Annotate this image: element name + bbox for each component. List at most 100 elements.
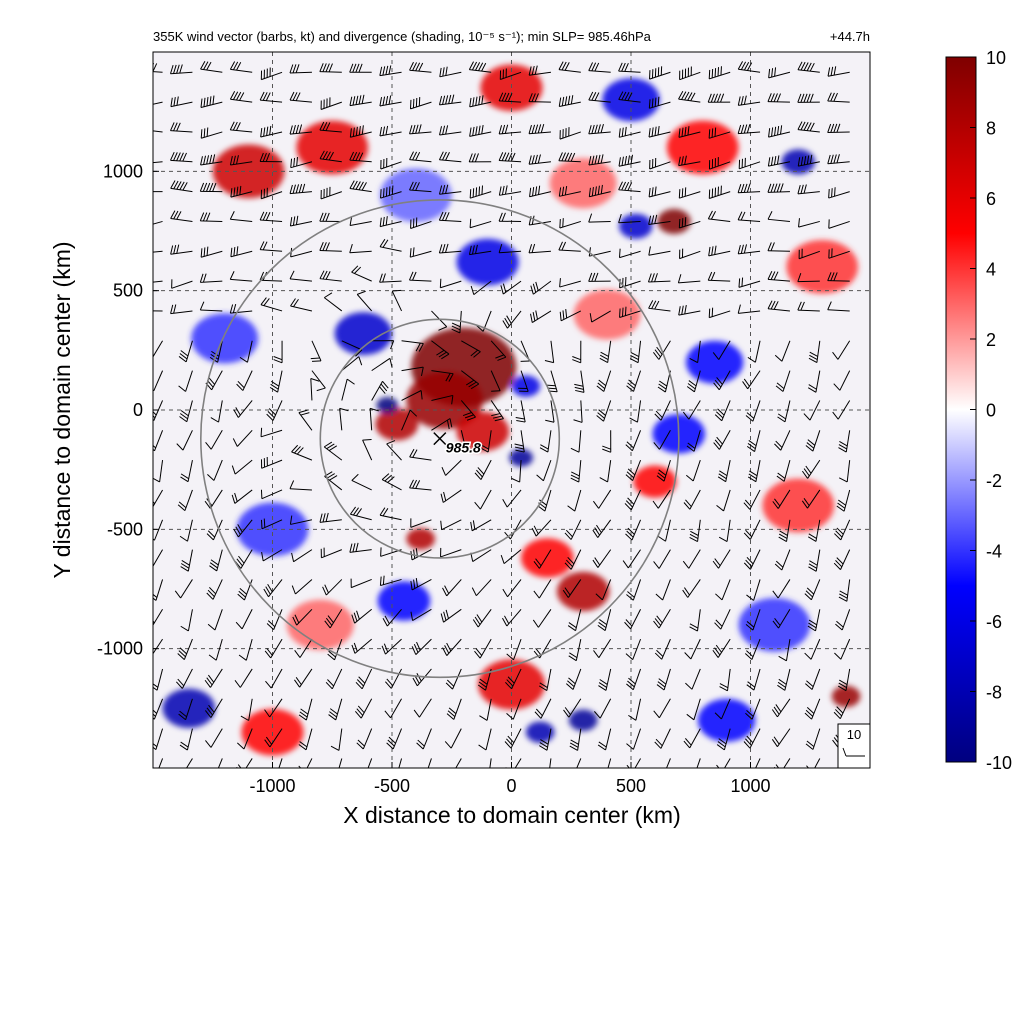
barb-staff bbox=[839, 698, 851, 719]
barb-staff bbox=[321, 549, 342, 559]
barb-flag bbox=[625, 444, 633, 452]
barb-flag bbox=[778, 678, 787, 685]
barb-flag bbox=[170, 180, 176, 189]
barb-flag bbox=[648, 300, 654, 309]
barb-staff bbox=[200, 280, 223, 283]
barb-flag bbox=[233, 187, 236, 197]
wind-barb bbox=[472, 608, 492, 628]
wind-barb bbox=[618, 214, 641, 224]
barb-staff bbox=[697, 609, 701, 632]
wind-barb bbox=[205, 728, 223, 748]
wind-barb bbox=[798, 218, 820, 228]
wind-barb bbox=[468, 61, 492, 73]
barb-staff bbox=[828, 191, 850, 199]
wind-barb bbox=[170, 64, 193, 75]
barb-flag bbox=[388, 736, 396, 744]
barb-staff bbox=[443, 608, 462, 623]
barb-staff bbox=[349, 549, 372, 553]
barb-staff bbox=[349, 220, 372, 227]
barb-flag bbox=[328, 63, 333, 73]
wind-barb bbox=[153, 280, 163, 283]
barb-flag bbox=[379, 273, 383, 283]
barb-staff bbox=[531, 310, 552, 323]
barb-flag bbox=[176, 211, 182, 220]
barb-flag bbox=[626, 385, 634, 392]
x-axis-label: X distance to domain center (km) bbox=[343, 802, 680, 828]
barb-staff bbox=[599, 698, 612, 719]
barb-flag bbox=[379, 507, 386, 516]
barb-flag bbox=[385, 95, 389, 105]
barb-flag bbox=[655, 593, 663, 601]
barb-staff bbox=[351, 271, 372, 282]
barb-flag bbox=[563, 709, 570, 718]
wind-barb bbox=[559, 218, 581, 229]
wind-barb bbox=[440, 489, 462, 503]
divergence-cell bbox=[236, 502, 309, 557]
wind-barb bbox=[838, 430, 851, 453]
wind-barb bbox=[827, 92, 850, 103]
barb-flag bbox=[833, 562, 841, 570]
barb-flag bbox=[297, 769, 303, 776]
barb-flag bbox=[238, 590, 246, 598]
barb-flag bbox=[775, 385, 784, 392]
barb-flag bbox=[647, 273, 652, 283]
barb-flag bbox=[208, 377, 215, 385]
barb-flag bbox=[410, 580, 413, 591]
barb-staff bbox=[720, 609, 731, 630]
barb-staff bbox=[649, 101, 671, 109]
wind-barb bbox=[355, 668, 373, 690]
barb-flag bbox=[562, 218, 564, 228]
wind-barb bbox=[652, 489, 671, 509]
barb-flag bbox=[239, 356, 248, 363]
barb-flag bbox=[504, 92, 510, 102]
barb-flag bbox=[830, 92, 835, 102]
barb-flag bbox=[392, 289, 402, 292]
barb-flag bbox=[559, 311, 562, 321]
wind-barb bbox=[379, 273, 402, 283]
barb-flag bbox=[651, 187, 654, 197]
wind-barb bbox=[229, 61, 253, 73]
wind-barb bbox=[310, 378, 320, 401]
wind-barb bbox=[806, 758, 821, 768]
barb-flag bbox=[322, 513, 326, 523]
barb-flag bbox=[678, 156, 681, 166]
barb-flag bbox=[358, 181, 364, 191]
wind-barb bbox=[371, 340, 395, 350]
wind-barb bbox=[233, 519, 253, 538]
barb-flag bbox=[531, 93, 536, 102]
barb-flag bbox=[588, 213, 593, 223]
barb-staff bbox=[723, 489, 731, 512]
barb-flag bbox=[200, 248, 203, 258]
barb-flag bbox=[684, 126, 687, 136]
barb-staff bbox=[689, 728, 701, 749]
colorbar-tick-label: -6 bbox=[986, 612, 1002, 632]
wind-barb bbox=[349, 180, 372, 193]
barb-flag bbox=[779, 530, 788, 536]
barb-flag bbox=[564, 96, 568, 106]
wind-barb bbox=[592, 549, 612, 568]
barb-staff bbox=[843, 489, 851, 512]
barb-flag bbox=[591, 62, 597, 72]
barb-staff bbox=[632, 638, 642, 660]
barb-flag bbox=[716, 764, 720, 768]
barb-staff bbox=[602, 579, 612, 601]
barb-flag bbox=[472, 619, 479, 628]
barb-flag bbox=[385, 216, 388, 226]
barb-staff bbox=[268, 579, 283, 598]
barb-flag bbox=[836, 154, 840, 164]
barb-flag bbox=[173, 97, 176, 107]
wind-barb bbox=[534, 698, 552, 719]
wind-barb bbox=[531, 519, 552, 537]
barb-flag bbox=[618, 62, 623, 72]
barb-flag bbox=[445, 682, 453, 690]
barb-flag bbox=[325, 271, 331, 280]
barb-flag bbox=[144, 122, 148, 130]
wind-barb bbox=[559, 309, 582, 322]
barb-staff bbox=[632, 459, 642, 481]
barb-flag bbox=[236, 155, 239, 165]
wind-barb bbox=[438, 151, 462, 163]
barb-flag bbox=[716, 744, 725, 751]
barb-staff bbox=[320, 191, 342, 200]
wind-barb bbox=[572, 340, 582, 364]
barb-flag bbox=[446, 713, 455, 720]
